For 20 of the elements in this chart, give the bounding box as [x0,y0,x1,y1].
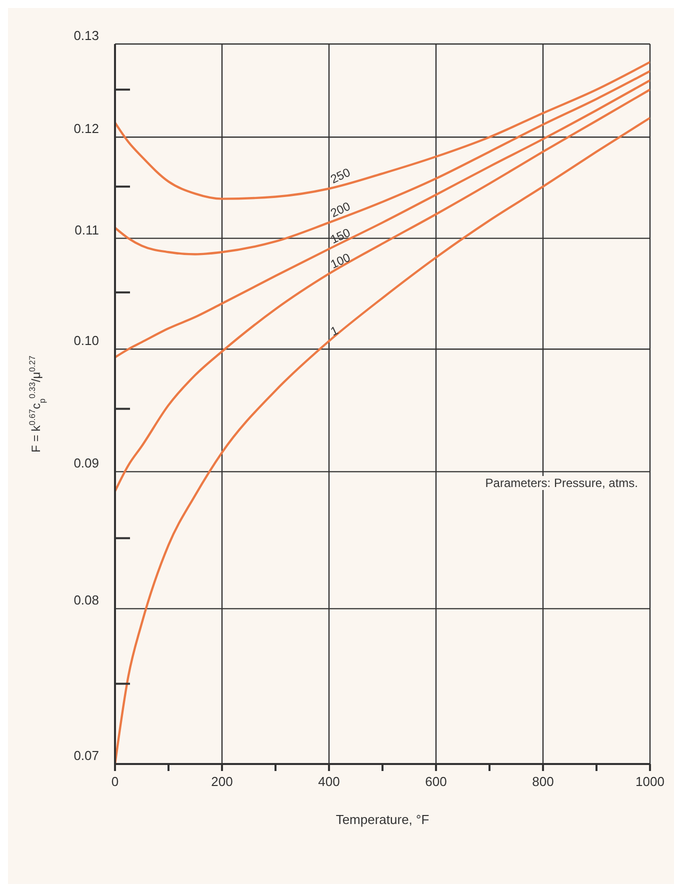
annotation: Parameters: Pressure, atms. [483,476,640,490]
y-tick-label: 0.11 [74,222,99,238]
x-tick-label: 0 [111,774,119,789]
x-tick-label: 1000 [636,774,664,789]
y-tick-label: 0.10 [74,333,99,348]
y-tick-label: 0.08 [74,592,99,608]
x-tick-label: 600 [425,774,447,789]
y-tick-label: 0.07 [74,748,99,763]
x-tick-label: 400 [318,774,340,789]
text: 100 [328,250,353,272]
y-tick-label: 0.09 [74,456,99,471]
y-tick-label: 0.12 [74,121,99,136]
text: 150 [328,225,353,247]
x-axis-title: Temperature, °F [336,812,430,827]
y-tick-label: 0.13 [74,28,99,43]
text: 250 [328,165,353,186]
text: 200 [328,198,353,220]
x-tick-label: 200 [211,774,233,789]
text: 1 [328,323,341,339]
x-tick-label: 800 [532,774,554,789]
